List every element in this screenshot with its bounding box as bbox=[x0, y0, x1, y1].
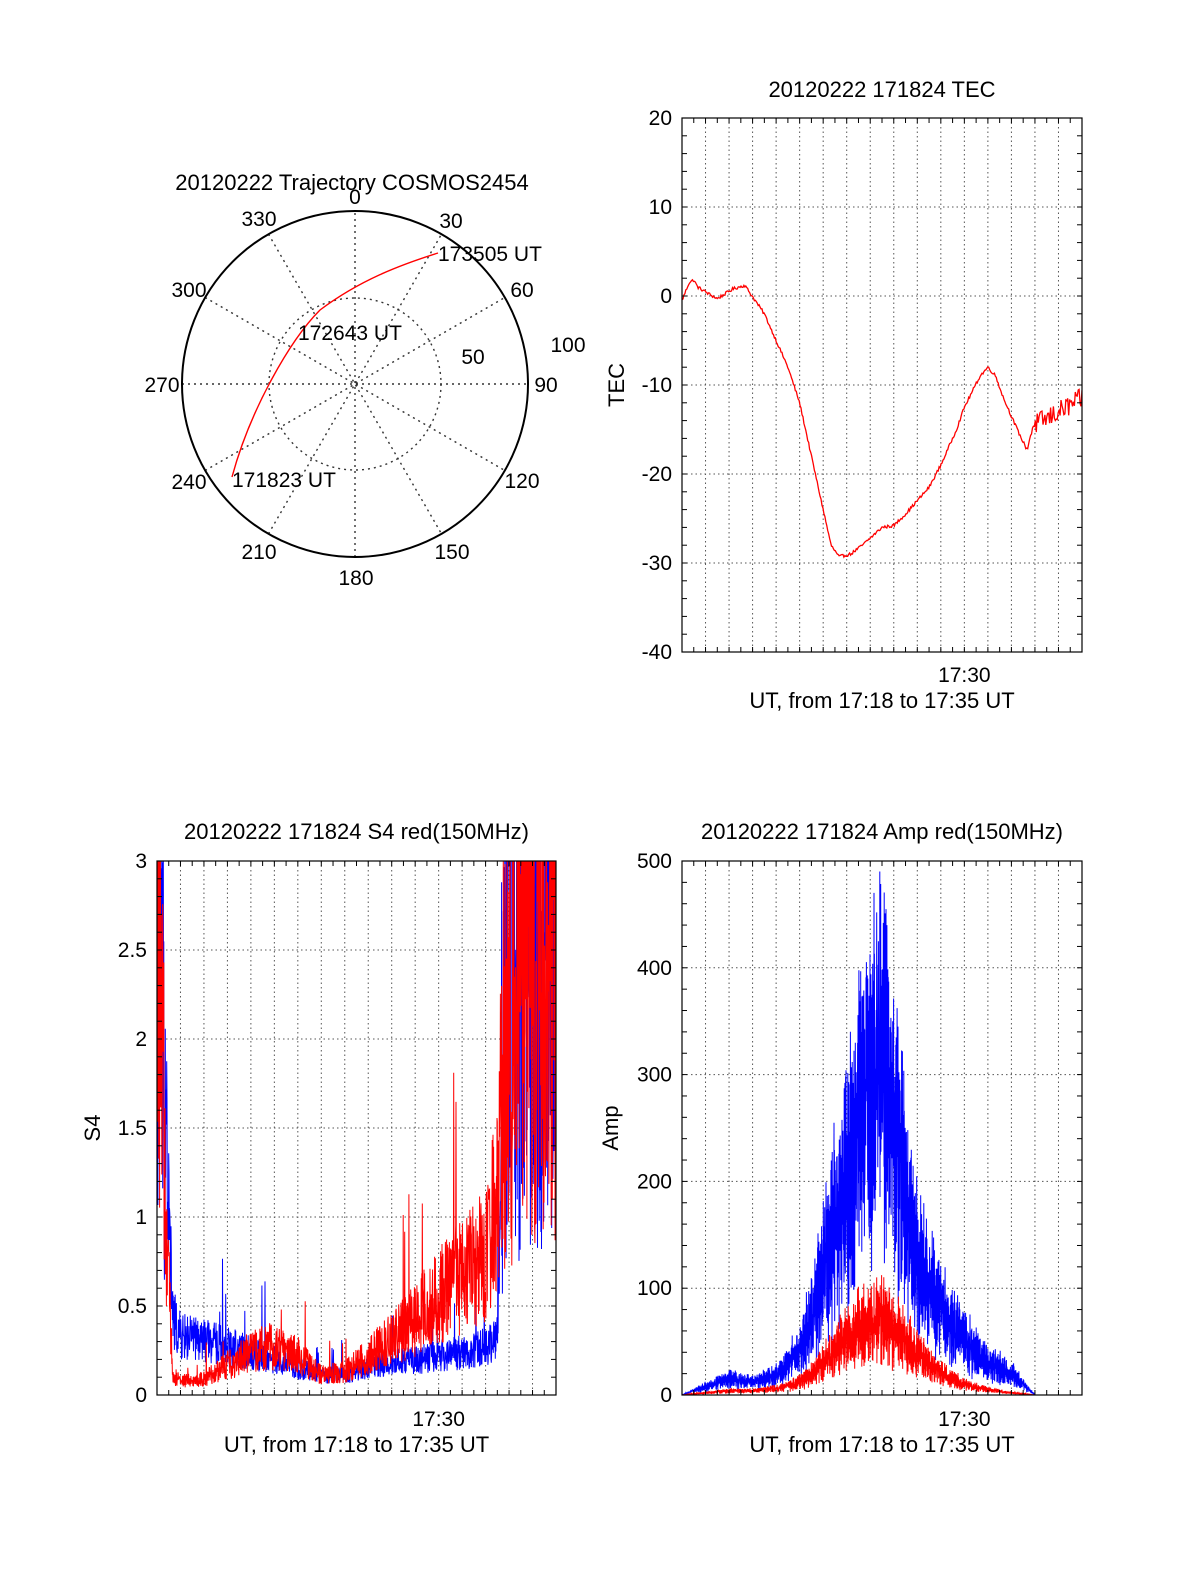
y-tick-label: -40 bbox=[642, 641, 672, 664]
azimuth-label-0: 0 bbox=[349, 186, 361, 209]
y-tick-label: 0 bbox=[660, 285, 672, 308]
azimuth-label-240: 240 bbox=[171, 471, 206, 494]
azimuth-label-90: 90 bbox=[534, 374, 557, 397]
y-tick-label: 1.5 bbox=[118, 1117, 147, 1140]
y-tick-label: 10 bbox=[649, 196, 672, 219]
s4-chart: 3 2.5 2 1.5 1 0.5 0 17:30 20120222 171824 S4 red… bbox=[80, 819, 557, 1457]
series-line-red bbox=[682, 1275, 1082, 1395]
azimuth-label-180: 180 bbox=[338, 567, 373, 590]
y-tick-label: 1 bbox=[135, 1206, 147, 1229]
y-axis-label: S4 bbox=[80, 1115, 105, 1142]
azimuth-label-330: 330 bbox=[241, 208, 276, 231]
y-tick-label: 3 bbox=[135, 850, 147, 873]
y-tick-label: 2.5 bbox=[118, 939, 147, 962]
y-tick-label: 400 bbox=[637, 957, 672, 980]
trajectory-mid-time: 172643 UT bbox=[298, 322, 402, 345]
chart-title: 20120222 171824 Amp red(150MHz) bbox=[701, 819, 1063, 844]
azimuth-label-150: 150 bbox=[434, 541, 469, 564]
polar-spoke-30 bbox=[267, 233, 443, 535]
series-line-red bbox=[157, 861, 556, 1388]
tec-chart: 20 10 0 -10 -20 -30 -40 17:30 20120222 171824 TE… bbox=[604, 77, 1083, 713]
polar-trajectory-line bbox=[231, 252, 439, 478]
y-tick-label: 500 bbox=[637, 850, 672, 873]
series-line-red bbox=[682, 278, 1082, 559]
x-axis-label: UT, from 17:18 to 17:35 UT bbox=[224, 1432, 489, 1457]
trajectory-end-time: 173505 UT bbox=[438, 243, 542, 266]
polar-outer-circle bbox=[181, 210, 529, 558]
y-axis-label: TEC bbox=[604, 363, 629, 407]
y-tick-label: 20 bbox=[649, 107, 672, 130]
polar-grid bbox=[182, 211, 528, 557]
y-tick-label: -20 bbox=[642, 463, 672, 486]
y-tick-label: -30 bbox=[642, 552, 672, 575]
y-tick-label: 100 bbox=[637, 1277, 672, 1300]
y-axis-label: Amp bbox=[598, 1105, 623, 1150]
trajectory-start-time: 171823 UT bbox=[232, 469, 336, 492]
series-line-blue bbox=[682, 871, 1082, 1395]
y-tick-label: 300 bbox=[637, 1064, 672, 1087]
azimuth-label-60: 60 bbox=[510, 279, 533, 302]
azimuth-label-270: 270 bbox=[144, 374, 179, 397]
y-tick-label: 0 bbox=[135, 1384, 147, 1407]
y-tick-label: 0.5 bbox=[118, 1295, 147, 1318]
polar-title: 20120222 Trajectory COSMOS2454 bbox=[175, 170, 528, 195]
y-tick-label: -10 bbox=[642, 374, 672, 397]
azimuth-label-300: 300 bbox=[171, 279, 206, 302]
chart-title: 20120222 171824 TEC bbox=[768, 77, 995, 102]
azimuth-label-210: 210 bbox=[241, 541, 276, 564]
polar-spoke-150 bbox=[267, 233, 443, 535]
azimuth-label-120: 120 bbox=[504, 470, 539, 493]
x-tick-label: 17:30 bbox=[938, 664, 991, 687]
x-tick-label: 17:30 bbox=[938, 1408, 991, 1431]
y-tick-label: 2 bbox=[135, 1028, 147, 1051]
polar-panel: 20120222 Trajectory COSMOS2454 0 30 60 9… bbox=[144, 170, 585, 590]
polar-spoke-120 bbox=[204, 296, 506, 472]
y-tick-label: 0 bbox=[660, 1384, 672, 1407]
x-axis-label: UT, from 17:18 to 17:35 UT bbox=[749, 688, 1014, 713]
elevation-label-100: 100 bbox=[550, 334, 585, 357]
chart-title: 20120222 171824 S4 red(150MHz) bbox=[184, 819, 529, 844]
series-line-blue bbox=[157, 861, 556, 1384]
polar-spoke-60 bbox=[204, 296, 506, 472]
x-tick-label: 17:30 bbox=[412, 1408, 465, 1431]
azimuth-label-30: 30 bbox=[439, 210, 462, 233]
y-tick-label: 200 bbox=[637, 1170, 672, 1193]
elevation-label-50: 50 bbox=[461, 346, 484, 369]
amp-chart: 500 400 300 200 100 0 17:30 20120222 171824 Amp… bbox=[598, 819, 1083, 1457]
x-axis-label: UT, from 17:18 to 17:35 UT bbox=[749, 1432, 1014, 1457]
